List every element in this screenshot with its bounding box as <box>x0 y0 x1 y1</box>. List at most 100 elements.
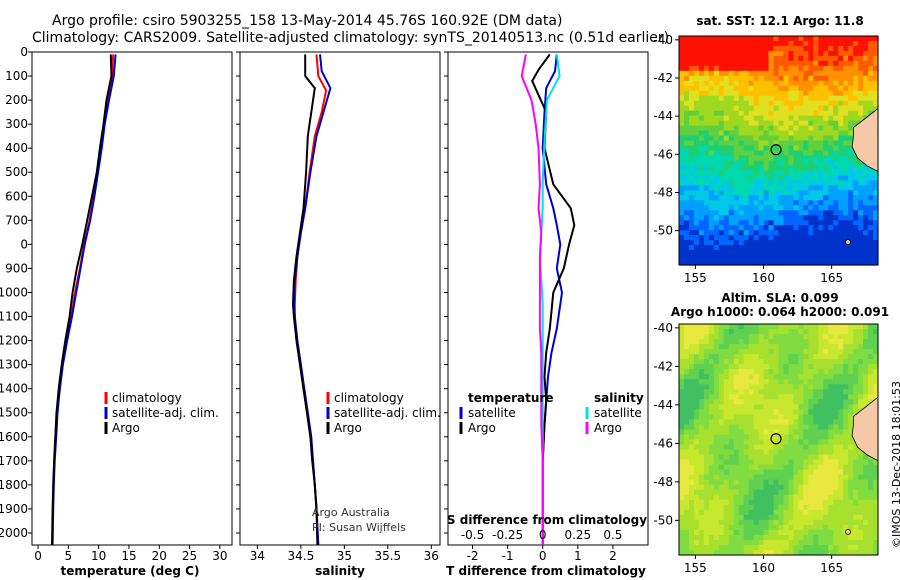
sla-map-cell <box>683 389 690 395</box>
sla-map-cell <box>748 399 755 405</box>
sla-map-cell <box>758 499 765 506</box>
sla-map-cell <box>868 329 874 335</box>
sst-map-cell <box>738 260 745 266</box>
sla-map-cell <box>693 464 700 471</box>
sla-map-cell <box>843 534 849 541</box>
sla-map-cell <box>679 544 685 551</box>
sla-map-cell <box>783 334 790 340</box>
sst-map-cell <box>793 115 799 122</box>
sla-map-cell <box>838 429 844 436</box>
sst-map-cell <box>858 100 864 107</box>
sst-map-cell <box>743 260 750 266</box>
sst-map-cell <box>798 65 804 72</box>
sla-map-cell <box>828 339 834 345</box>
sst-map-cell <box>848 205 854 211</box>
sst-map-cell <box>683 85 690 92</box>
sla-map-cell <box>683 474 690 481</box>
sla-map-cell <box>788 549 795 556</box>
sst-map-cell <box>763 135 770 142</box>
sst-map-cell <box>848 150 854 157</box>
sla-map-cell <box>873 534 879 541</box>
sla-map-cell <box>828 404 834 410</box>
sla-map-cell <box>813 449 819 456</box>
sla-map-cell <box>748 534 755 541</box>
sst-map-cell <box>853 245 859 251</box>
sst-map-cell <box>833 130 839 137</box>
sla-map-cell <box>728 399 735 405</box>
sla-map-cell <box>748 524 755 531</box>
sst-map-cell <box>833 80 839 87</box>
sst-map-cell <box>698 36 705 42</box>
sst-map-cell <box>713 36 720 42</box>
sst-map-cell <box>808 120 814 127</box>
sst-map-cell <box>813 90 819 97</box>
sla-map-cell <box>783 329 790 335</box>
sla-map-cell <box>718 349 725 355</box>
sst-map-cell <box>738 175 745 181</box>
sla-map-cell <box>868 539 874 546</box>
sla-map-cell <box>718 329 725 335</box>
sla-map-cell <box>853 504 859 511</box>
sst-map-cell <box>803 165 809 172</box>
sst-map-cell <box>688 245 695 251</box>
sst-map-cell <box>738 160 745 167</box>
sla-map-cell <box>833 529 839 536</box>
sst-map-cell <box>848 250 854 256</box>
sla-map-cell <box>718 539 725 546</box>
sst-map-cell <box>798 245 804 251</box>
sla-map-cell <box>703 349 710 355</box>
sla-map-cell <box>838 359 844 365</box>
sla-map-cell <box>688 354 695 360</box>
sst-map-cell <box>713 160 720 167</box>
sst-map-cell <box>753 95 760 102</box>
sst-map-cell <box>723 260 730 266</box>
sst-map-cell <box>758 200 765 206</box>
sst-map-cell <box>733 215 740 221</box>
sst-map-cell <box>708 50 715 57</box>
sst-map-cell <box>713 150 720 157</box>
sst-map-cell <box>868 235 874 241</box>
sla-map-cell <box>873 529 879 536</box>
sla-map-cell <box>743 449 750 456</box>
difference-xtick-label: 1 <box>574 549 582 563</box>
sla-map-cell <box>843 354 849 360</box>
sla-map-cell <box>758 429 765 436</box>
sla-map-cell <box>833 379 839 385</box>
sla-map-cell <box>823 374 829 380</box>
sst-map-cell <box>718 160 725 167</box>
sla-map-cell <box>783 344 790 350</box>
sst-map-cell <box>758 160 765 167</box>
sla-map-cell <box>708 434 715 441</box>
sla-map-cell <box>798 449 804 456</box>
sla-map-cell <box>853 404 859 410</box>
sla-map-cell <box>763 494 770 501</box>
sla-map-cell <box>808 374 814 380</box>
sla-map-cell <box>858 534 864 541</box>
sla-map-cell <box>828 434 834 441</box>
sla-map-cell <box>708 339 715 345</box>
sst-map-cell <box>798 120 804 127</box>
sla-map-cell <box>688 479 695 486</box>
sla-map-cell <box>768 334 775 340</box>
sst-map-cell <box>713 235 720 241</box>
sst-map-cell <box>683 90 690 97</box>
sla-map-cell <box>718 334 725 340</box>
sst-map-cell <box>693 205 700 211</box>
sst-map-cell <box>828 120 834 127</box>
sst-map-cell <box>798 170 804 176</box>
sla-map-cell <box>748 414 755 421</box>
sst-map-cell <box>828 255 834 261</box>
sla-map-cell <box>793 489 799 496</box>
sst-map-cell <box>803 215 809 221</box>
sla-map-cell <box>873 464 879 471</box>
sla-map-cell <box>733 424 740 431</box>
sla-map-cell <box>773 504 780 511</box>
sla-map-cell <box>803 444 809 451</box>
sla-map-cell <box>748 459 755 466</box>
sst-map-cell <box>723 250 730 256</box>
sst-map-cell <box>708 220 715 226</box>
sst-map-cell <box>843 100 849 107</box>
sla-map-cell <box>708 489 715 496</box>
sst-map-cell <box>788 175 795 181</box>
sla-map-cell <box>728 474 735 481</box>
